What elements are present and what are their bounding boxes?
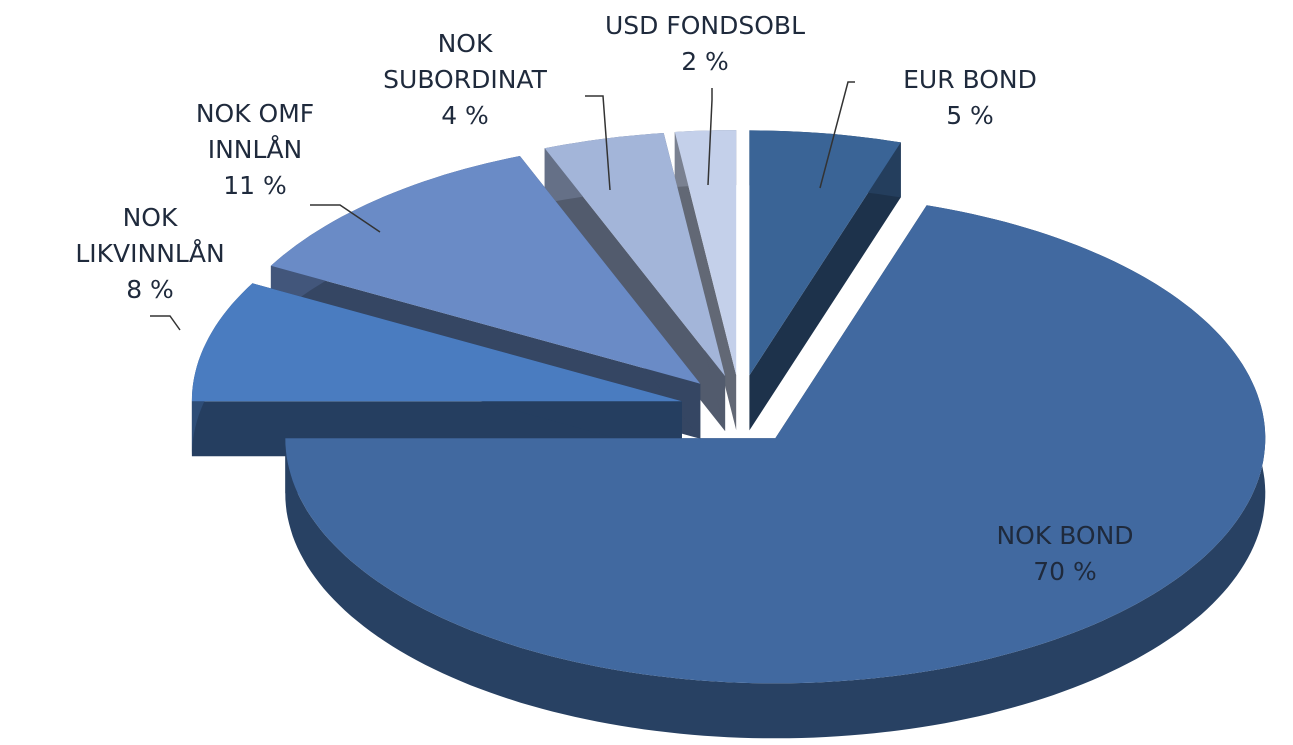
slice-label: NOK BOND 70 % xyxy=(950,518,1180,590)
value-label: 11 % xyxy=(223,171,287,200)
slice xyxy=(191,283,682,402)
slice xyxy=(749,130,901,376)
leader-line xyxy=(585,95,611,191)
slice-label: NOK SUBORDINAT 4 % xyxy=(370,26,560,134)
category-label: EUR BOND xyxy=(903,65,1037,94)
leader-line xyxy=(819,81,855,189)
value-label: 8 % xyxy=(126,275,174,304)
slice-side xyxy=(674,132,737,431)
value-label: 5 % xyxy=(946,101,994,130)
slice xyxy=(674,130,737,376)
slice-label: NOK LIKVINNLÅN 8 % xyxy=(60,200,240,308)
category-label: NOK LIKVINNLÅN xyxy=(75,203,225,268)
category-label: USD FONDSOBL xyxy=(605,11,805,40)
leader-line xyxy=(150,315,181,331)
slice-label: EUR BOND 5 % xyxy=(860,62,1080,134)
leader-line xyxy=(707,88,713,186)
slice-label: NOK OMF INNLÅN 11 % xyxy=(170,96,340,204)
slice xyxy=(285,205,1266,684)
slice xyxy=(544,133,726,377)
slice-label: USD FONDSOBL 2 % xyxy=(560,8,850,80)
value-label: 2 % xyxy=(681,47,729,76)
slice-side xyxy=(749,142,901,431)
slice xyxy=(270,156,701,384)
category-label: NOK BOND xyxy=(996,521,1134,550)
leader-line xyxy=(310,204,381,233)
value-label: 4 % xyxy=(441,101,489,130)
category-label: NOK SUBORDINAT xyxy=(383,29,547,94)
value-label: 70 % xyxy=(1033,557,1097,586)
category-label: NOK OMF INNLÅN xyxy=(195,99,315,164)
